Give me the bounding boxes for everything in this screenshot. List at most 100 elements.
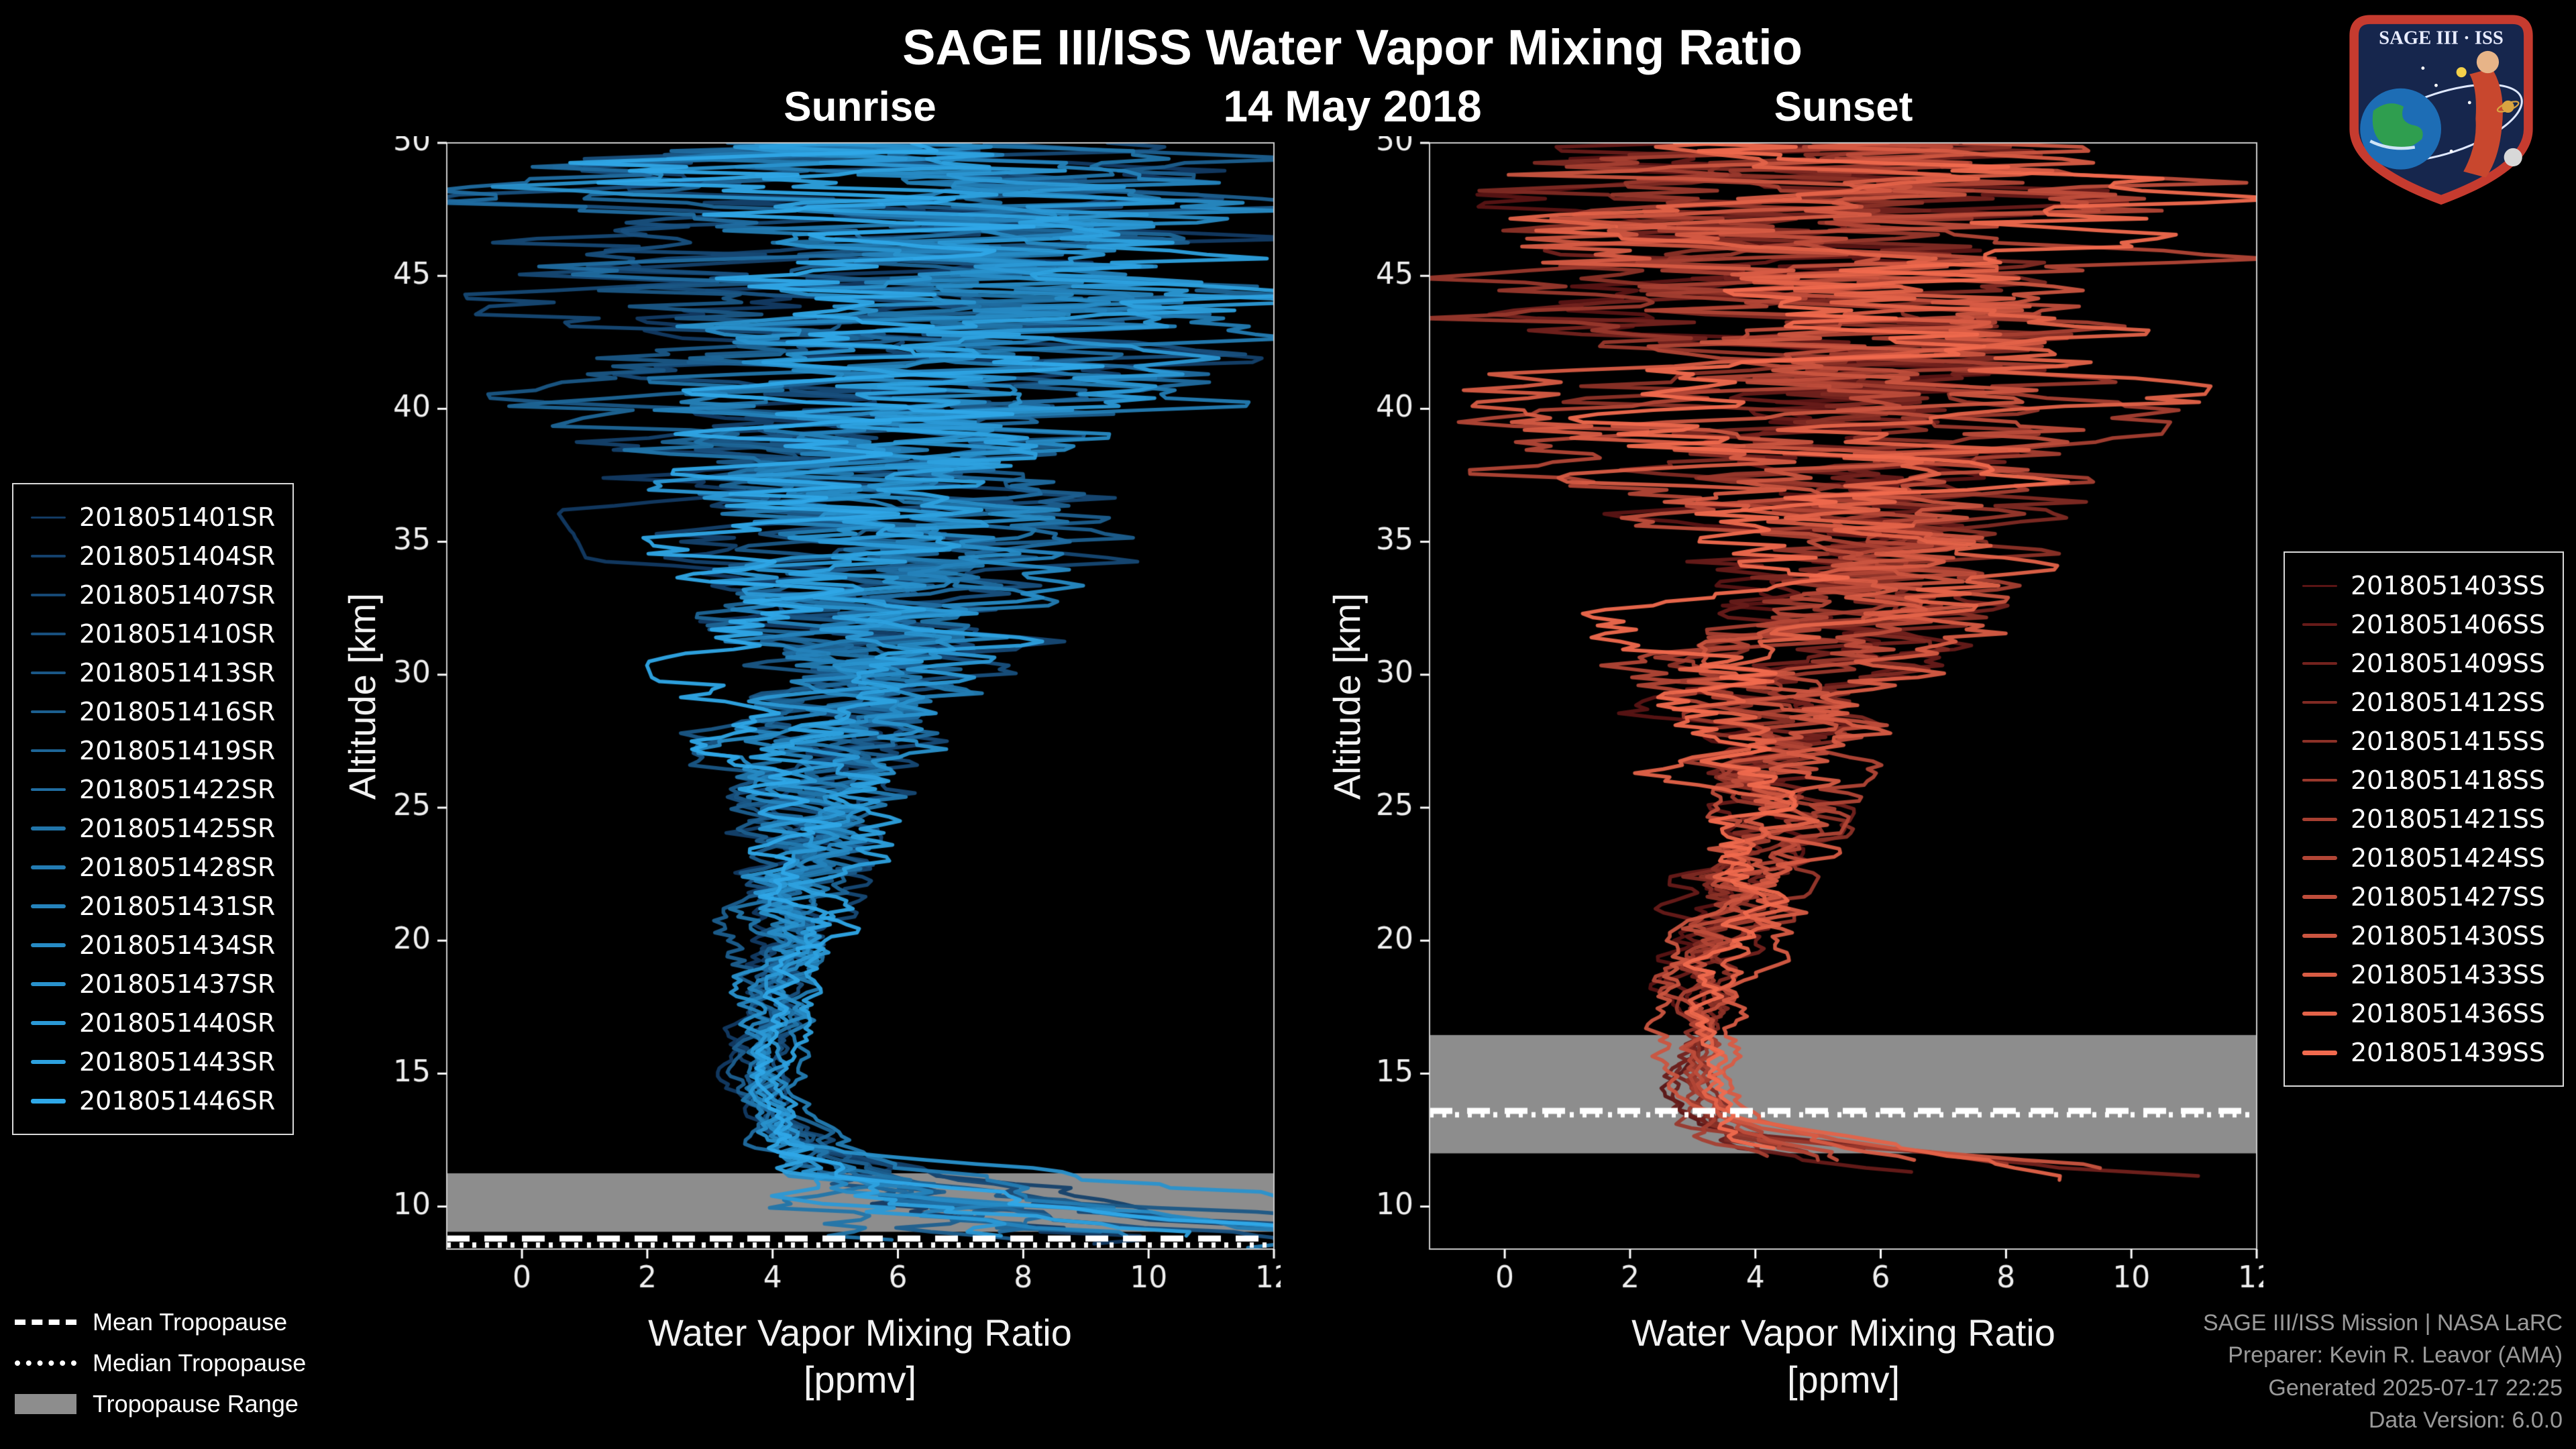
legend-item: 2018051418SS — [2302, 761, 2545, 800]
legend-line-swatch — [2302, 1011, 2337, 1016]
legend-label: 2018051433SS — [2350, 960, 2545, 989]
tropopause-range-legend-item: Tropopause Range — [15, 1383, 306, 1424]
legend-line-swatch — [2302, 934, 2337, 938]
legend-item: 2018051433SS — [2302, 955, 2545, 994]
attribution-line: Generated 2025-07-17 22:25 — [2268, 1375, 2563, 1401]
legend-item: 2018051410SR — [31, 614, 275, 653]
legend-item: 2018051437SR — [31, 965, 275, 1004]
legend-item: 2018051401SR — [31, 498, 275, 537]
legend-label: 2018051415SS — [2350, 727, 2545, 756]
median-tropopause-label: Median Tropopause — [93, 1348, 307, 1377]
sunrise-plot-canvas — [373, 136, 1281, 1296]
sunrise-legend: 2018051401SR 2018051404SR 2018051407SR 2018… — [12, 483, 294, 1135]
earth-cloud — [2369, 140, 2416, 150]
sage-iii-iss-logo: SAGE III · ISS — [2349, 15, 2533, 205]
legend-line-swatch — [31, 981, 66, 987]
median-tropopause-legend-item: Median Tropopause — [15, 1342, 306, 1383]
legend-label: 2018051422SR — [79, 775, 276, 804]
legend-label: 2018051409SS — [2350, 649, 2545, 678]
tropopause-legend: Mean Tropopause Median Tropopause Tropop… — [15, 1301, 306, 1424]
legend-item: 2018051431SR — [31, 887, 275, 926]
mean-tropopause-legend-item: Mean Tropopause — [15, 1301, 306, 1342]
attribution-line: Preparer: Kevin R. Leavor (AMA) — [2228, 1342, 2563, 1368]
star-icon — [2449, 150, 2453, 153]
legend-label: 2018051419SR — [79, 736, 276, 765]
legend-item: 2018051419SR — [31, 731, 275, 770]
legend-item: 2018051425SR — [31, 809, 275, 848]
legend-line-swatch — [31, 1059, 66, 1065]
legend-item: 2018051422SR — [31, 770, 275, 809]
band-swatch — [15, 1393, 76, 1414]
legend-line-swatch — [2302, 1050, 2337, 1055]
legend-line-swatch — [31, 865, 66, 869]
legend-item: 2018051412SS — [2302, 683, 2545, 722]
legend-label: 2018051425SR — [79, 814, 276, 843]
legend-line-swatch — [2302, 623, 2337, 626]
attribution: SAGE III/ISS Mission | NASA LaRC Prepare… — [2203, 1307, 2563, 1436]
legend-line-swatch — [31, 710, 66, 714]
legend-line-swatch — [2302, 739, 2337, 743]
legend-line-swatch — [31, 555, 66, 557]
legend-item: 2018051424SS — [2302, 839, 2545, 877]
legend-item: 2018051403SS — [2302, 566, 2545, 605]
legend-line-swatch — [31, 516, 66, 519]
legend-label: 2018051439SS — [2350, 1038, 2545, 1067]
legend-line-swatch — [31, 749, 66, 753]
legend-item: 2018051421SS — [2302, 800, 2545, 839]
legend-line-swatch — [2302, 584, 2337, 587]
legend-line-swatch — [2302, 895, 2337, 899]
logo-title: SAGE III · ISS — [2379, 27, 2504, 48]
legend-item: 2018051436SS — [2302, 994, 2545, 1033]
attribution-line: Data Version: 6.0.0 — [2368, 1407, 2563, 1433]
attribution-line: SAGE III/ISS Mission | NASA LaRC — [2202, 1310, 2563, 1336]
mean-tropopause-label: Mean Tropopause — [93, 1307, 288, 1336]
legend-line-swatch — [31, 788, 66, 792]
legend-label: 2018051443SR — [79, 1047, 276, 1077]
star-icon — [2467, 101, 2471, 105]
legend-item: 2018051416SR — [31, 692, 275, 731]
legend-label: 2018051412SS — [2350, 688, 2545, 717]
sunset-x-axis-units: [ppmv] — [1786, 1358, 1900, 1401]
legend-item: 2018051439SS — [2302, 1033, 2545, 1072]
legend-line-swatch — [31, 826, 66, 830]
legend-item: 2018051434SR — [31, 926, 275, 965]
legend-line-swatch — [2302, 972, 2337, 977]
sunset-legend: 2018051403SS 2018051406SS 2018051409SS 2018… — [2283, 551, 2564, 1087]
legend-label: 2018051413SR — [79, 658, 276, 688]
legend-label: 2018051421SS — [2350, 804, 2545, 834]
legend-label: 2018051416SR — [79, 697, 276, 727]
legend-label: 2018051406SS — [2350, 610, 2545, 639]
figure-head — [2476, 50, 2500, 74]
legend-line-swatch — [31, 904, 66, 908]
saturn-ring — [2496, 101, 2520, 113]
sunset-x-axis-label: Water Vapor Mixing Ratio — [1631, 1311, 2055, 1354]
legend-item: 2018051413SR — [31, 653, 275, 692]
legend-label: 2018051446SR — [79, 1086, 276, 1116]
legend-label: 2018051418SS — [2350, 765, 2545, 795]
legend-item: 2018051406SS — [2302, 605, 2545, 644]
sunset-panel-title: Sunset — [1774, 84, 1913, 130]
legend-line-swatch — [2302, 662, 2337, 665]
legend-item: 2018051404SR — [31, 537, 275, 576]
legend-line-swatch — [2302, 817, 2337, 821]
legend-label: 2018051407SR — [79, 580, 276, 610]
legend-item: 2018051428SR — [31, 848, 275, 887]
legend-item: 2018051409SS — [2302, 644, 2545, 683]
sunrise-y-axis-label: Altitude [km] — [341, 592, 384, 800]
sun-icon — [2456, 67, 2467, 78]
legend-label: 2018051403SS — [2350, 571, 2545, 600]
legend-line-swatch — [2302, 856, 2337, 860]
date-title: 14 May 2018 — [1223, 81, 1482, 131]
sunrise-x-axis-units: [ppmv] — [803, 1358, 917, 1401]
tropopause-range-label: Tropopause Range — [93, 1389, 299, 1417]
legend-label: 2018051437SR — [79, 969, 276, 999]
legend-line-swatch — [31, 943, 66, 947]
legend-line-swatch — [31, 671, 66, 675]
sunrise-panel-title: Sunrise — [784, 84, 936, 130]
page-title: SAGE III/ISS Water Vapor Mixing Ratio — [902, 19, 1803, 75]
legend-line-swatch — [31, 1098, 66, 1104]
moon-icon — [2504, 148, 2522, 167]
legend-item: 2018051443SR — [31, 1042, 275, 1081]
earth-land — [2372, 103, 2423, 150]
